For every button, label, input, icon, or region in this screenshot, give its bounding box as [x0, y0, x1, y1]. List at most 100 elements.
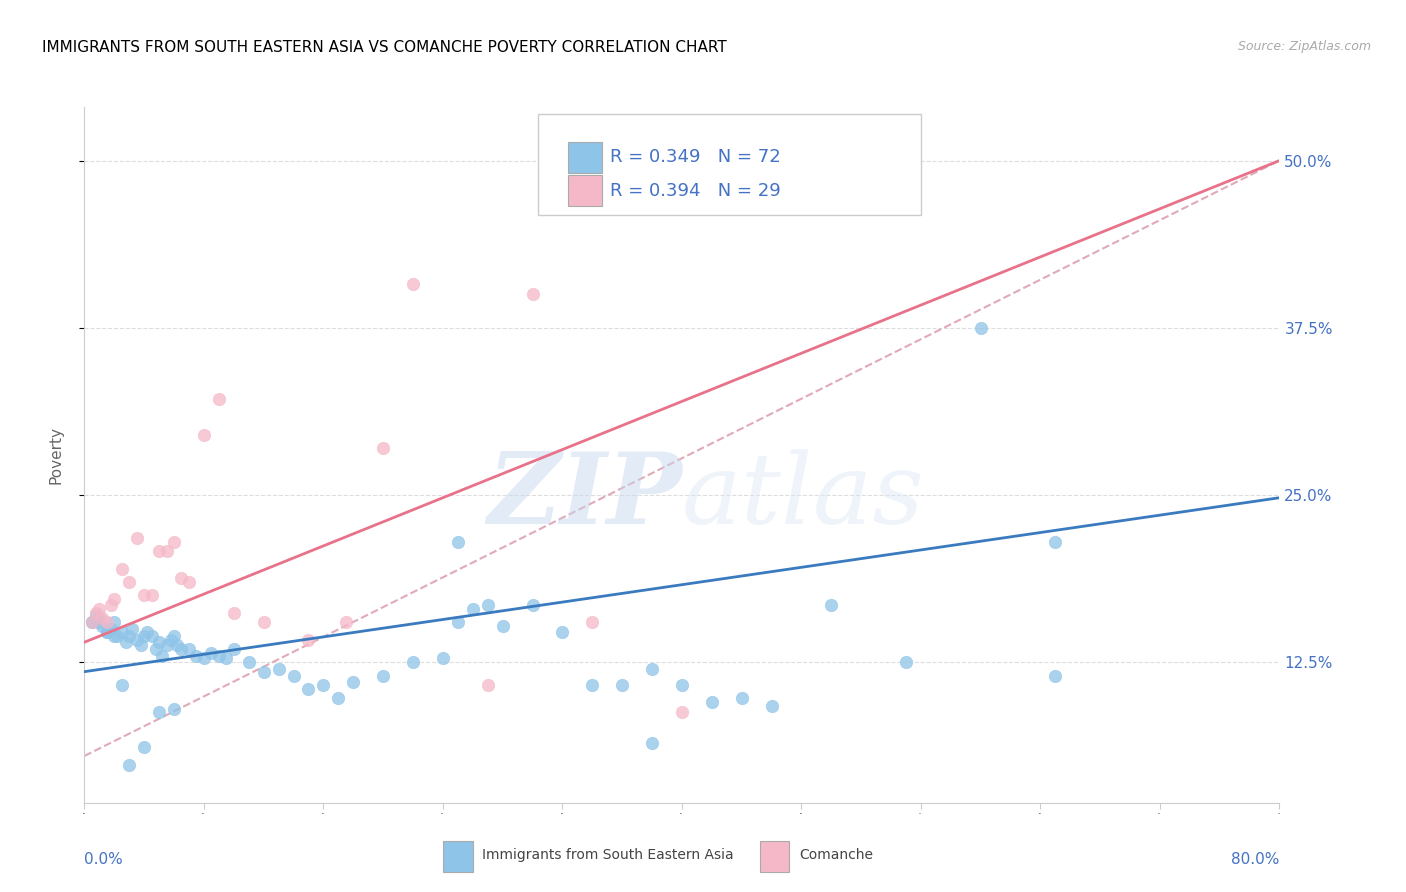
Point [581, 615, 603, 630]
Point [193, 651, 215, 665]
Point [103, 615, 125, 630]
Point [200, 646, 222, 660]
Point [155, 544, 177, 558]
Point [312, 678, 335, 692]
Point [222, 642, 245, 657]
Point [522, 598, 544, 612]
Point [96, 624, 118, 639]
Point [103, 592, 125, 607]
Point [215, 651, 238, 665]
Point [477, 598, 499, 612]
Point [970, 321, 993, 335]
Point [86, 606, 108, 620]
Point [522, 287, 544, 301]
Point [86, 608, 108, 623]
Point [186, 648, 208, 663]
Point [89, 611, 111, 625]
Point [447, 535, 470, 549]
Y-axis label: Poverty: Poverty [49, 425, 63, 484]
Point [170, 642, 193, 657]
Point [253, 615, 276, 630]
Point [238, 655, 260, 669]
Point [342, 675, 364, 690]
Point [115, 635, 138, 649]
Text: R = 0.349   N = 72: R = 0.349 N = 72 [610, 148, 780, 166]
Point [118, 628, 141, 642]
FancyBboxPatch shape [568, 175, 602, 206]
Point [641, 735, 664, 749]
Point [145, 642, 167, 657]
Point [731, 691, 754, 706]
FancyBboxPatch shape [538, 114, 921, 215]
Point [328, 691, 350, 706]
Text: Immigrants from South Eastern Asia: Immigrants from South Eastern Asia [482, 848, 734, 862]
Point [371, 669, 394, 683]
Point [700, 696, 723, 710]
Point [402, 655, 425, 669]
Point [447, 615, 470, 630]
Point [163, 535, 186, 549]
Point [91, 619, 114, 633]
Point [148, 705, 170, 719]
Point [177, 575, 200, 590]
Point [894, 655, 917, 669]
Point [208, 648, 231, 663]
Point [136, 624, 159, 639]
Point [820, 598, 842, 612]
Text: ZIP: ZIP [486, 449, 682, 545]
Point [100, 598, 122, 612]
Point [477, 678, 499, 692]
Point [163, 628, 186, 642]
Point [141, 628, 163, 642]
Point [641, 662, 664, 676]
Point [96, 624, 118, 639]
Point [761, 699, 783, 714]
Point [118, 758, 141, 772]
Point [89, 602, 111, 616]
Point [80, 615, 103, 630]
Point [132, 739, 156, 754]
Point [432, 651, 454, 665]
Point [163, 702, 186, 716]
Point [91, 611, 114, 625]
FancyBboxPatch shape [443, 841, 472, 872]
Point [100, 622, 122, 636]
Point [103, 628, 125, 642]
Point [148, 544, 170, 558]
Point [1045, 535, 1067, 549]
Point [671, 678, 693, 692]
Point [166, 638, 188, 652]
Text: 0.0%: 0.0% [84, 852, 124, 866]
Point [297, 632, 319, 647]
Point [125, 632, 148, 647]
Point [96, 615, 118, 630]
Point [297, 681, 319, 696]
Point [132, 589, 156, 603]
Point [671, 705, 693, 719]
Point [371, 442, 394, 456]
Text: Comanche: Comanche [799, 848, 873, 862]
Point [222, 606, 245, 620]
Point [253, 665, 276, 679]
Point [148, 635, 170, 649]
Point [402, 277, 425, 291]
Point [610, 678, 633, 692]
Point [111, 562, 134, 576]
Point [111, 624, 134, 639]
Point [160, 632, 183, 647]
Point [267, 662, 290, 676]
Text: Source: ZipAtlas.com: Source: ZipAtlas.com [1237, 40, 1371, 54]
Point [581, 678, 603, 692]
Point [283, 669, 305, 683]
Point [193, 428, 215, 442]
Point [141, 589, 163, 603]
Text: R = 0.394   N = 29: R = 0.394 N = 29 [610, 182, 780, 200]
Point [89, 615, 111, 630]
Point [105, 628, 128, 642]
FancyBboxPatch shape [568, 142, 602, 173]
FancyBboxPatch shape [759, 841, 790, 872]
Point [551, 624, 574, 639]
Point [155, 638, 177, 652]
Text: 80.0%: 80.0% [1232, 852, 1279, 866]
Point [80, 615, 103, 630]
